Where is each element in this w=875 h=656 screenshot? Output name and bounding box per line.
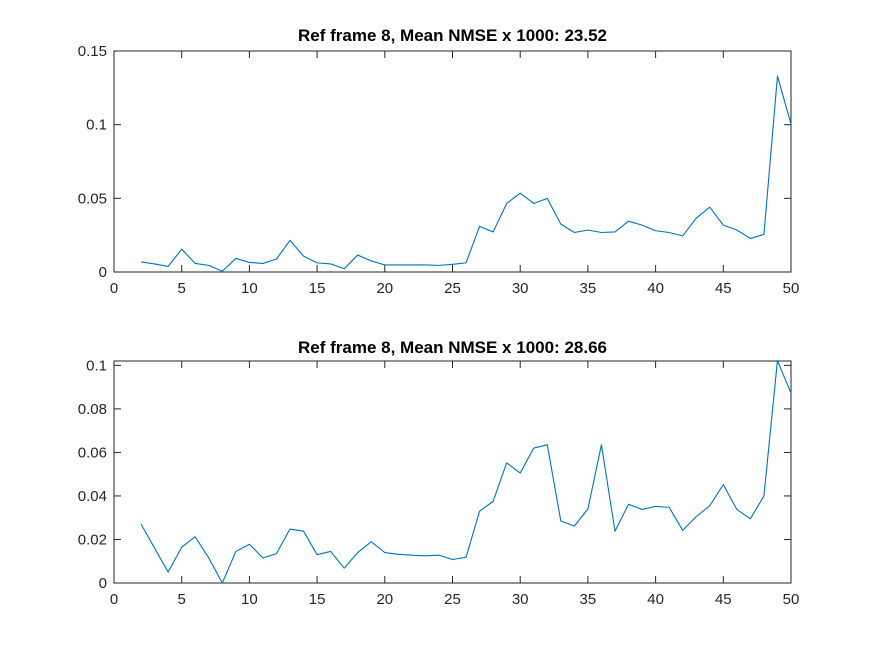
- top-plot-ytick-label: 0.05: [78, 190, 107, 207]
- bottom-plot-xtick-label: 0: [110, 591, 118, 608]
- top-plot-title: Ref frame 8, Mean NMSE x 1000: 23.52: [298, 26, 607, 45]
- bottom-plot-ytick-label: 0.06: [78, 444, 107, 461]
- bottom-plot-title: Ref frame 8, Mean NMSE x 1000: 28.66: [298, 338, 607, 357]
- bottom-plot-ytick-label: 0.1: [86, 357, 107, 374]
- bottom-plot-ticks: 0 5 10 15 20 25 30 35 40 45 50 0 0.02 0.04 0.06 0.08 0.1: [78, 357, 800, 608]
- top-plot-xtick-label: 10: [241, 280, 258, 297]
- top-plot-ytick-label: 0.15: [78, 43, 107, 60]
- bottom-plot-series: [140, 360, 792, 584]
- top-plot-xtick-label: 40: [647, 280, 664, 297]
- bottom-plot-ytick-label: 0.02: [78, 531, 107, 548]
- top-plot-xtick-label: 45: [715, 280, 732, 297]
- top-plot-ytick-label: 0: [99, 264, 107, 281]
- top-plot-ticks: 0 5 10 15 20 25 30 35 40 45 50 0 0.05 0.1 0.15: [78, 43, 800, 297]
- bottom-plot-xtick-label: 25: [444, 591, 461, 608]
- bottom-plot-axes: [113, 360, 792, 584]
- bottom-plot-xtick-label: 5: [178, 591, 186, 608]
- top-plot-ytick-label: 0.1: [86, 117, 107, 134]
- bottom-plot-ytick-label: 0.08: [78, 401, 107, 418]
- bottom-plot: Ref frame 8, Mean NMSE x 1000: 28.66 0 5 1…: [78, 338, 800, 608]
- bottom-plot-ytick-label: 0.04: [78, 488, 107, 505]
- bottom-plot-xtick-label: 40: [647, 591, 664, 608]
- bottom-plot-xtick-label: 30: [512, 591, 529, 608]
- top-plot-xtick-label: 30: [512, 280, 529, 297]
- top-plot-xtick-label: 0: [110, 280, 118, 297]
- bottom-plot-xtick-label: 35: [580, 591, 597, 608]
- bottom-plot-xtick-label: 15: [309, 591, 326, 608]
- top-plot-xtick-label: 20: [376, 280, 393, 297]
- top-plot: Ref frame 8, Mean NMSE x 1000: 23.52 0 5 1…: [78, 26, 800, 297]
- top-plot-xtick-label: 15: [309, 280, 326, 297]
- top-plot-axes: [113, 50, 792, 273]
- bottom-plot-ytick-label: 0: [99, 575, 107, 592]
- top-plot-xtick-label: 5: [178, 280, 186, 297]
- bottom-plot-xtick-label: 20: [376, 591, 393, 608]
- bottom-plot-xtick-label: 45: [715, 591, 732, 608]
- bottom-plot-xtick-label: 50: [783, 591, 800, 608]
- top-plot-series: [141, 75, 792, 272]
- top-plot-xtick-label: 35: [580, 280, 597, 297]
- top-plot-xtick-label: 25: [444, 280, 461, 297]
- top-plot-xtick-label: 50: [783, 280, 800, 297]
- bottom-plot-xtick-label: 10: [241, 591, 258, 608]
